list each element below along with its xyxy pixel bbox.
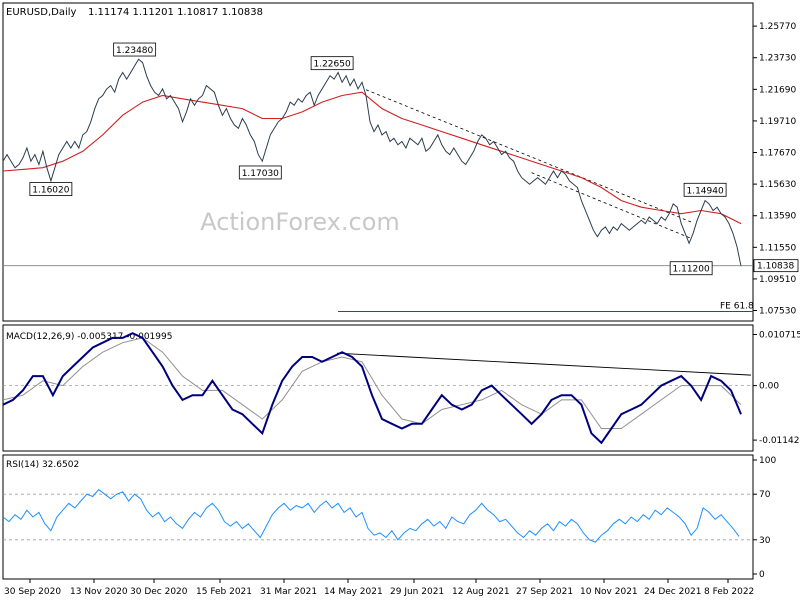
price-y-tick-label: 1.21690	[759, 85, 796, 95]
swing-label-box	[238, 165, 282, 180]
macd-y-axis: 0.010715 0.00 -0.011424	[753, 331, 800, 446]
price-y-tick-label: 1.13590	[759, 212, 796, 222]
swing-label-box	[669, 261, 713, 276]
watermark: ActionForex.com	[200, 208, 400, 236]
x-tick-label: 30 Sep 2020	[4, 587, 61, 597]
price-trendline	[531, 172, 692, 239]
macd-trendline	[337, 352, 751, 376]
moving-average-line	[2, 91, 742, 225]
price-y-tick-label: 1.25770	[759, 22, 796, 32]
price-y-axis: 1.25770 1.23730 1.21690 1.19710 1.17670 1.156…	[753, 22, 799, 317]
swing-label: 1.14940	[686, 186, 723, 196]
x-tick-label: 15 Feb 2021	[196, 587, 252, 597]
swing-label-box	[310, 56, 354, 71]
rsi-line	[2, 488, 740, 543]
price-y-tick-label: 1.15630	[759, 180, 796, 190]
swing-label-box	[113, 42, 157, 57]
rsi-y-tick-label: 70	[759, 490, 771, 500]
rsi-panel: RSI(14) 32.6502 100 70 30 0	[2, 454, 776, 580]
price-line	[2, 58, 742, 267]
price-panel-border	[2, 2, 754, 322]
rsi-y-axis: 100 70 30 0	[753, 456, 776, 580]
macd-y-tick-label: -0.011424	[759, 436, 800, 446]
x-tick-label: 24 Dec 2021	[644, 587, 702, 597]
swing-label: 1.17030	[242, 169, 279, 179]
price-y-tick-label: 1.17670	[759, 149, 796, 159]
x-tick-label: 13 Nov 2020	[70, 587, 128, 597]
rsi-title: RSI(14) 32.6502	[6, 460, 79, 470]
macd-y-tick-label: 0.00	[759, 382, 779, 392]
price-series	[2, 58, 753, 312]
swing-label: 1.23480	[116, 46, 153, 56]
x-tick-label: 8 Feb 2022	[704, 587, 754, 597]
rsi-grid	[3, 493, 753, 541]
rsi-series	[2, 488, 740, 543]
price-y-tick-label: 1.23730	[759, 54, 796, 64]
macd-panel-border	[2, 324, 754, 452]
price-y-tick-label: 1.07530	[759, 307, 796, 317]
price-panel: EURUSD,Daily 1.11174 1.11201 1.10817 1.1…	[2, 2, 799, 322]
x-tick-label: 30 Dec 2020	[130, 587, 188, 597]
macd-panel: MACD(12,26,9) -0.005317 -0.001995 0.0107…	[2, 324, 800, 452]
price-y-tick-label: 1.19710	[759, 117, 796, 127]
x-tick-label: 27 Sep 2021	[516, 587, 573, 597]
rsi-panel-border	[2, 454, 754, 580]
swing-label: 1.16020	[32, 186, 69, 196]
macd-trendline	[337, 352, 751, 376]
swing-label-box	[29, 182, 73, 196]
price-trendline	[365, 89, 692, 223]
macd-series	[2, 332, 742, 445]
macd-y-tick-label: 0.010715	[759, 331, 800, 341]
rsi-y-tick-label: 30	[759, 536, 771, 546]
swing-label: 1.11200	[673, 265, 710, 275]
x-axis: 30 Sep 2020 13 Nov 2020 30 Dec 2020 15 Feb …	[4, 579, 754, 597]
rsi-y-tick-label: 0	[759, 570, 765, 580]
fe-level-label: FE 61.8	[720, 302, 754, 312]
x-tick-label: 29 Jun 2021	[390, 587, 444, 597]
macd-title: MACD(12,26,9) -0.005317 -0.001995	[6, 332, 172, 342]
current-price-label: 1.10838	[757, 262, 794, 272]
macd-signal-line	[2, 337, 742, 429]
price-y-tick-label: 1.09510	[759, 275, 796, 285]
price-annotations: 1.23480 1.22650 1.17030 1.16020 1.14940 1.112…	[29, 42, 727, 276]
swing-label-box	[683, 182, 727, 197]
price-y-tick-label: 1.11550	[759, 243, 796, 253]
swing-label: 1.22650	[313, 60, 350, 70]
chart-symbol: EURUSD,Daily	[6, 7, 77, 18]
ohlc-values: 1.11174 1.11201 1.10817 1.10838	[88, 7, 263, 18]
current-price-box	[753, 259, 799, 273]
x-tick-label: 14 May 2021	[324, 587, 383, 597]
x-tick-label: 31 Mar 2021	[260, 587, 317, 597]
macd-line	[2, 332, 742, 445]
x-tick-label: 12 Aug 2021	[452, 587, 510, 597]
rsi-y-tick-label: 100	[759, 456, 776, 466]
price-trendlines	[365, 89, 692, 239]
x-tick-label: 10 Nov 2021	[580, 587, 638, 597]
